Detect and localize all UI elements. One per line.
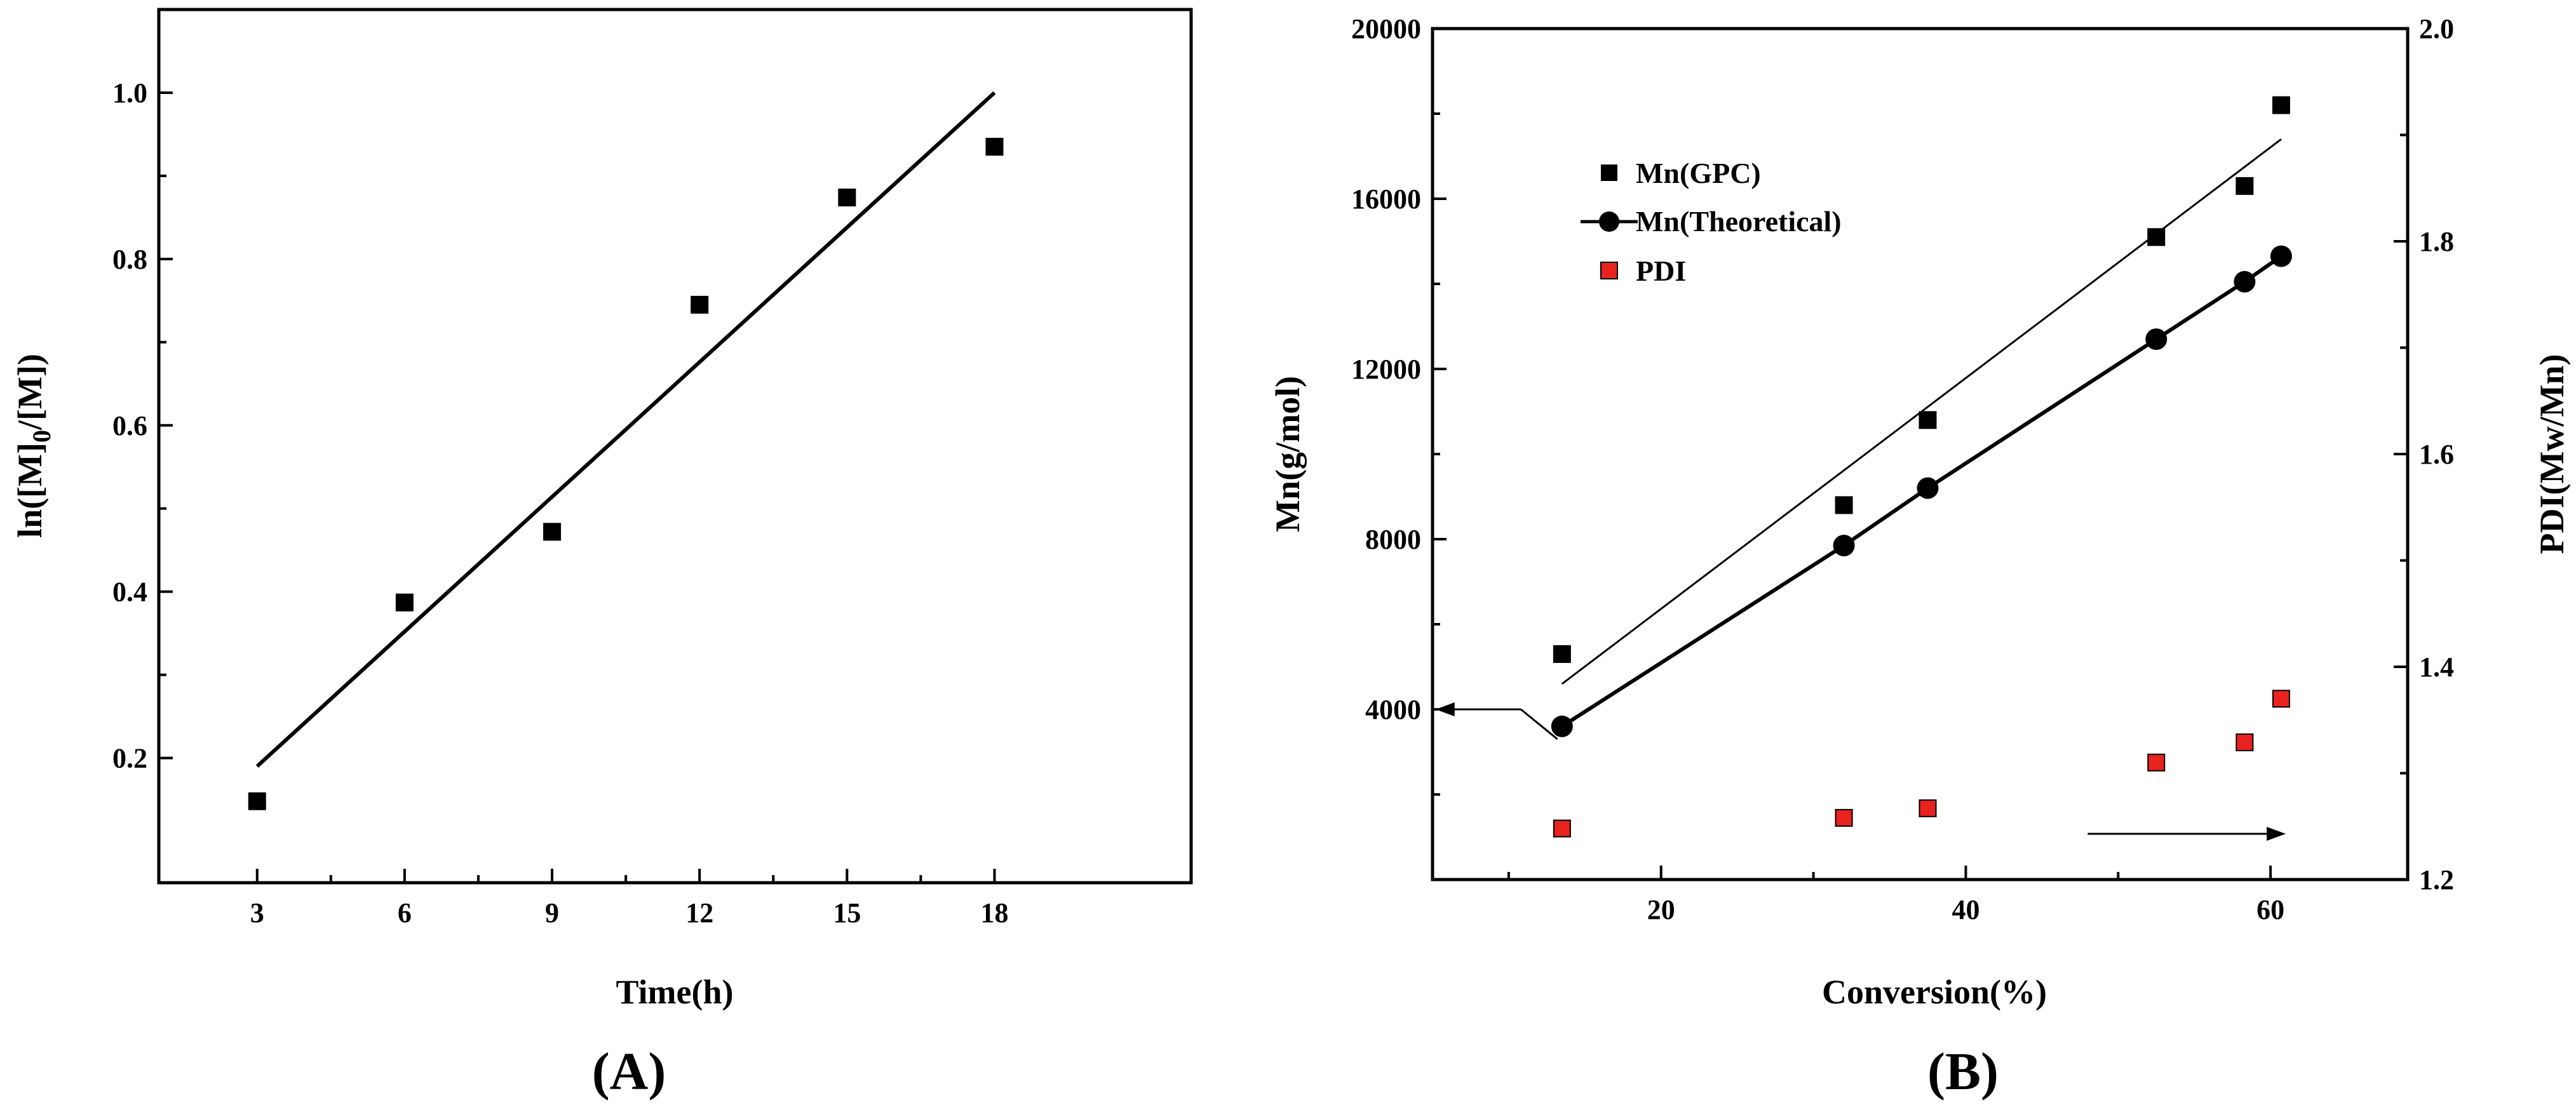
panel-a-label: (A) [592,1042,666,1101]
legend-mn-theoretical-marker [1599,211,1619,232]
legend-mn-gpc-label: Mn(GPC) [1636,157,1761,189]
panel-a: ln([M]0/[M]) Time(h) (A) 3 6 9 12 15 18 0.2 0.4… [11,8,1193,1101]
panel-a-y-tick-label: 0.8 [112,244,147,275]
panel-b-gpc-point [2272,96,2290,114]
left-arrow-leader [1520,708,1558,740]
panel-a-x-tick-label: 9 [545,897,559,928]
panel-b-x-tick-label: 20 [1647,894,1675,925]
panel-a-y-tick-label: 0.2 [112,743,147,774]
panel-b-y2-tick-label: 2.0 [2419,13,2454,44]
panel-b-pdi-point [1919,799,1937,817]
panel-a-y-tick-label: 1.0 [112,77,147,109]
panel-a-marks [248,91,1004,810]
panel-a-data-point [838,188,856,206]
right-arrow-head [2267,826,2286,841]
panel-b-gpc-point [2147,228,2166,246]
panel-a-plot-frame [157,8,1193,885]
panel-b-y-tick-label: 16000 [1351,184,1421,215]
panel-b-y2-tick-label: 1.8 [2419,226,2454,257]
panel-b-pdi-point [2147,753,2166,772]
panel-b: Mn(g/mol) PDI(Mw/Mn) Conversion(%) (B) M… [1269,13,2571,1101]
panel-b-gpc-point [2235,177,2254,195]
panel-b-pdi-point [1835,808,1853,827]
panel-a-y-axis-title: ln([M]0/[M]) [11,354,56,538]
panel-a-tick-labels: 3 6 9 12 15 18 0.2 0.4 0.6 0.8 1.0 [112,77,1008,928]
panel-a-x-tick-label: 6 [398,897,412,928]
panel-b-y2-tick-label: 1.6 [2419,439,2454,470]
panel-a-data-point [985,138,1004,156]
panel-b-x-tick-label: 40 [1952,894,1979,925]
panel-b-x-tick-label: 60 [2256,894,2284,925]
panel-b-marks [1551,96,2292,838]
panel-b-ticks [1433,27,2408,881]
panel-a-data-point [543,523,562,541]
panel-b-pdi-point [1553,819,1571,838]
panel-a-x-tick-label: 12 [685,897,713,928]
panel-b-plot-frame [1431,27,2410,881]
panel-b-theoretical-point [2270,245,2292,267]
panel-b-y-tick-label: 20000 [1351,13,1421,44]
panel-b-x-axis-title: Conversion(%) [1822,973,2047,1011]
panel-b-theoretical-point [1833,535,1855,557]
panel-b-y-tick-label: 4000 [1365,694,1421,725]
legend-mn-gpc-marker [1601,164,1617,181]
panel-a-x-tick-label: 3 [250,897,264,928]
panel-a-data-point [395,593,414,612]
panel-a-x-axis-title: Time(h) [616,973,734,1011]
panel-b-y-axis-title: Mn(g/mol) [1269,376,1307,532]
panel-b-pdi-point [2272,690,2290,708]
panel-b-gpc-point [1919,411,1937,429]
panel-a-data-point [691,295,709,314]
left-arrow-head [1435,702,1455,716]
panel-b-pdi-point [2235,733,2254,751]
panel-b-y-tick-label: 8000 [1365,524,1421,555]
panel-b-y2-axis-title: PDI(Mw/Mn) [2533,354,2571,554]
panel-a-data-point [248,792,266,810]
panel-a-y-tick-label: 0.4 [112,577,147,608]
legend-pdi-label: PDI [1636,255,1686,287]
panel-b-theoretical-point [2234,271,2256,293]
panel-b-annotations [1435,702,2286,841]
panel-a-y-tick-label: 0.6 [112,410,147,441]
panel-b-gpc-point [1553,645,1571,663]
panel-b-gpc-point [1835,496,1853,514]
panel-b-tick-labels: 20 40 60 4000 8000 12000 16000 20000 1.2 1.4 1.6 1.… [1351,13,2454,925]
panel-a-ticks [159,91,996,883]
panel-b-theoretical-point [1917,477,1939,499]
legend-pdi-marker [1600,262,1618,279]
panel-b-legend: Mn(GPC) Mn(Theoretical) PDI [1581,157,1842,287]
panel-b-y2-tick-label: 1.4 [2419,652,2454,683]
panel-a-x-tick-label: 15 [833,897,861,928]
panel-b-y-tick-label: 12000 [1351,354,1421,385]
panel-a-x-tick-label: 18 [980,897,1008,928]
panel-b-y2-tick-label: 1.2 [2419,864,2454,895]
legend-mn-theoretical-label: Mn(Theoretical) [1636,205,1842,238]
panel-b-label: (B) [1927,1042,1999,1101]
panel-b-theoretical-point [2145,328,2168,351]
panel-b-theoretical-point [1551,715,1573,737]
panel-a-fit-line [255,91,996,768]
